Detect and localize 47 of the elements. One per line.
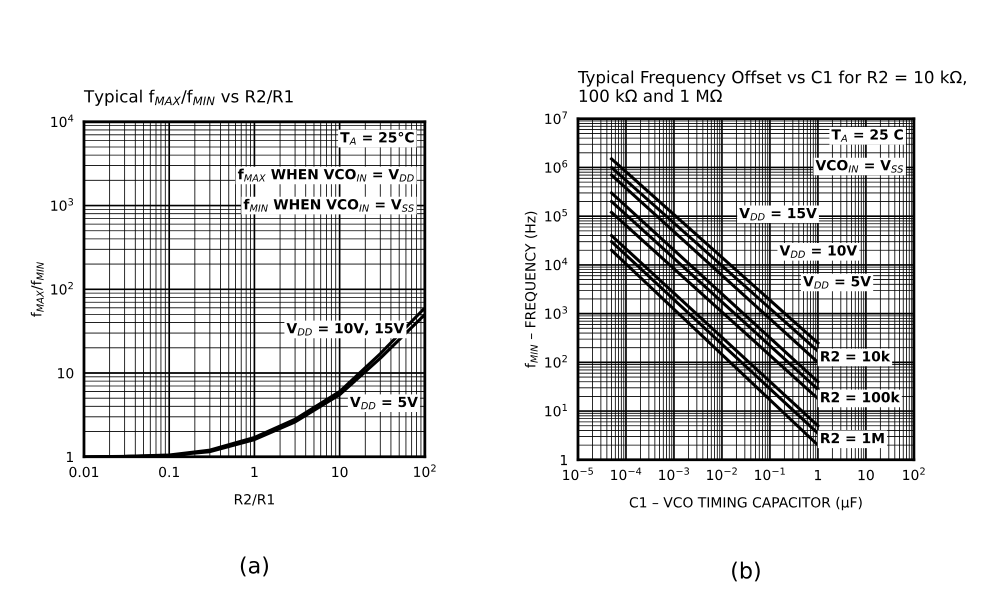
y-tick-label: 10$^{3}$ <box>51 198 74 211</box>
x-tick-label: 10$^{−2}$ <box>707 467 737 480</box>
annotation: R2 = 100k <box>821 392 900 402</box>
y-tick-label: 1 <box>66 452 73 462</box>
x-tick-label: 10$^{2}$ <box>903 467 925 480</box>
x-axis-title: R2/R1 <box>234 494 274 506</box>
annotation: V$_{DD}$ = 10V, 15V <box>286 322 404 336</box>
y-tick-label: 10 <box>58 368 74 378</box>
x-tick-label: 10$^{−5}$ <box>563 468 593 480</box>
chart-title: Typical f$_{MAX}$/f$_{MIN}$ vs R2/R1 <box>84 90 293 106</box>
annotation: V$_{DD}$ = 15V <box>739 208 817 220</box>
x-tick-label: 0.01 <box>69 466 98 478</box>
y-tick-label: 10$^{7}$ <box>545 112 567 124</box>
annotation: T$_{A}$ = 25 C <box>832 129 903 142</box>
text: (b) <box>732 562 760 582</box>
annotation: f$_{MIN}$ WHEN VCO$_{IN}$ = V$_{SS}$ <box>244 198 414 212</box>
y-tick-label: 10$^{2}$ <box>51 282 73 295</box>
annotation: V$_{DD}$ = 10V <box>780 245 858 258</box>
annotation: R2 = 1M <box>821 432 884 444</box>
y-tick-label: 10$^{2}$ <box>545 354 567 368</box>
y-tick-label: 10$^{5}$ <box>545 208 567 222</box>
x-tick-label: 1 <box>815 470 822 480</box>
chart-title: Typical Frequency Offset vs C1 for R2 = 10 kΩ, 100 kΩ and 1 MΩ <box>578 70 966 102</box>
text: (a) <box>240 556 268 576</box>
x-tick-label: 10 <box>332 466 348 478</box>
x-tick-label: 10$^{−3}$ <box>659 467 689 480</box>
y-tick-label: 1 <box>560 454 567 466</box>
annotation: T$_{A}$ = 25°C <box>340 132 414 145</box>
x-tick-label: 10$^{−1}$ <box>755 468 785 480</box>
y-tick-label: 10$^{1}$ <box>545 404 567 416</box>
y-tick-label: 10$^{3}$ <box>545 306 568 320</box>
x-tick-label: 10$^{−4}$ <box>611 468 642 480</box>
y-axis-title: f$_{MIN}$ – FREQUENCY (Hz) <box>524 212 538 368</box>
annotation: V$_{DD}$ = 5V <box>350 396 418 410</box>
annotation: VCO$_{IN}$ = V$_{SS}$ <box>816 160 904 173</box>
y-tick-label: 10$^{4}$ <box>545 258 568 270</box>
x-tick-label: 10$^{2}$ <box>414 464 436 478</box>
y-tick-label: 10$^{6}$ <box>545 160 568 173</box>
y-axis-title: f$_{MAX}$/f$_{MIN}$ <box>30 262 44 317</box>
annotation: V$_{DD}$ = 5V <box>803 276 871 289</box>
x-tick-label: 1 <box>252 466 258 478</box>
y-tick-label: 10$^{4}$ <box>51 114 74 128</box>
annotation: f$_{MAX}$ WHEN VCO$_{IN}$ = V$_{DD}$ <box>238 168 414 182</box>
x-axis-title: C1 – VCO TIMING CAPACITOR (μF) <box>630 496 862 510</box>
x-tick-label: 0.1 <box>159 466 179 478</box>
annotation: R2 = 10k <box>821 350 890 362</box>
x-tick-label: 10 <box>858 470 874 480</box>
